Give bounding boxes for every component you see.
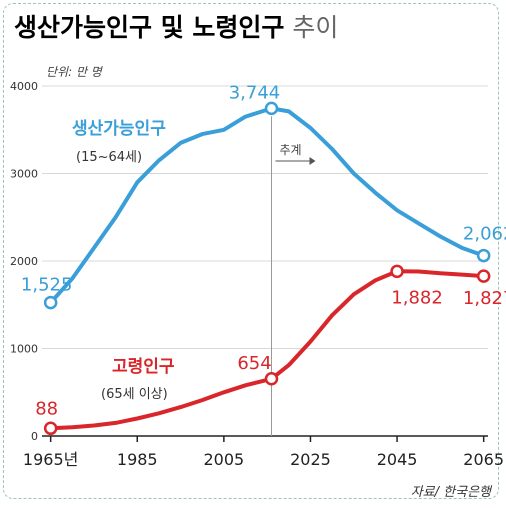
data-point-marker <box>43 421 58 436</box>
data-point-marker <box>390 264 404 279</box>
y-tick-label: 4000 <box>10 80 38 93</box>
y-tick-label: 2000 <box>10 255 38 268</box>
data-point-marker <box>476 248 491 263</box>
series-name-label: 고령인구 <box>112 356 175 377</box>
data-label: 654 <box>237 353 271 374</box>
data-label: 88 <box>35 398 58 419</box>
x-tick-label: 1965년 <box>23 450 78 469</box>
data-point-marker <box>264 372 279 386</box>
x-tick-label: 2065 <box>463 450 504 469</box>
series-layer <box>43 101 491 436</box>
x-tick-label: 2005 <box>204 450 245 469</box>
x-tick-label: 2045 <box>377 450 418 469</box>
data-label: 1,525 <box>21 275 73 296</box>
chart-title-rest: 추이 <box>284 13 338 42</box>
unit-label: 단위: 만 명 <box>46 65 104 79</box>
source-note: 자료/ 한국은행 <box>411 485 493 500</box>
chart-frame <box>3 3 499 499</box>
data-point-marker <box>476 269 491 283</box>
data-point-marker <box>264 101 279 116</box>
data-label: 1,882 <box>391 287 443 308</box>
x-tick-label: 1985 <box>117 450 158 469</box>
y-tick-label: 0 <box>31 430 38 443</box>
projection-label: 추계 <box>279 143 301 157</box>
series-sublabel: (65세 이상) <box>101 387 168 402</box>
data-point-marker <box>43 295 58 310</box>
chart-title: 생산가능인구 및 노령인구 추이 <box>14 13 338 42</box>
y-tick-label: 1000 <box>10 343 38 356</box>
data-label: 3,744 <box>229 82 281 103</box>
projection-arrow-icon <box>309 157 316 165</box>
data-label: 1,827 <box>463 288 506 309</box>
chart-title-main: 생산가능인구 및 노령인구 <box>14 13 284 42</box>
data-label: 2,062 <box>463 224 506 245</box>
label-layer: 1,525 3,744 2,062 생산가능인구 (15~64세) 88 654 1,882 1… <box>21 82 506 419</box>
x-tick-label: 2025 <box>290 450 331 469</box>
grid-layer <box>42 85 488 349</box>
series-sublabel: (15~64세) <box>76 150 142 165</box>
y-tick-label: 3000 <box>10 168 38 181</box>
series-name-label: 생산가능인구 <box>72 119 166 139</box>
